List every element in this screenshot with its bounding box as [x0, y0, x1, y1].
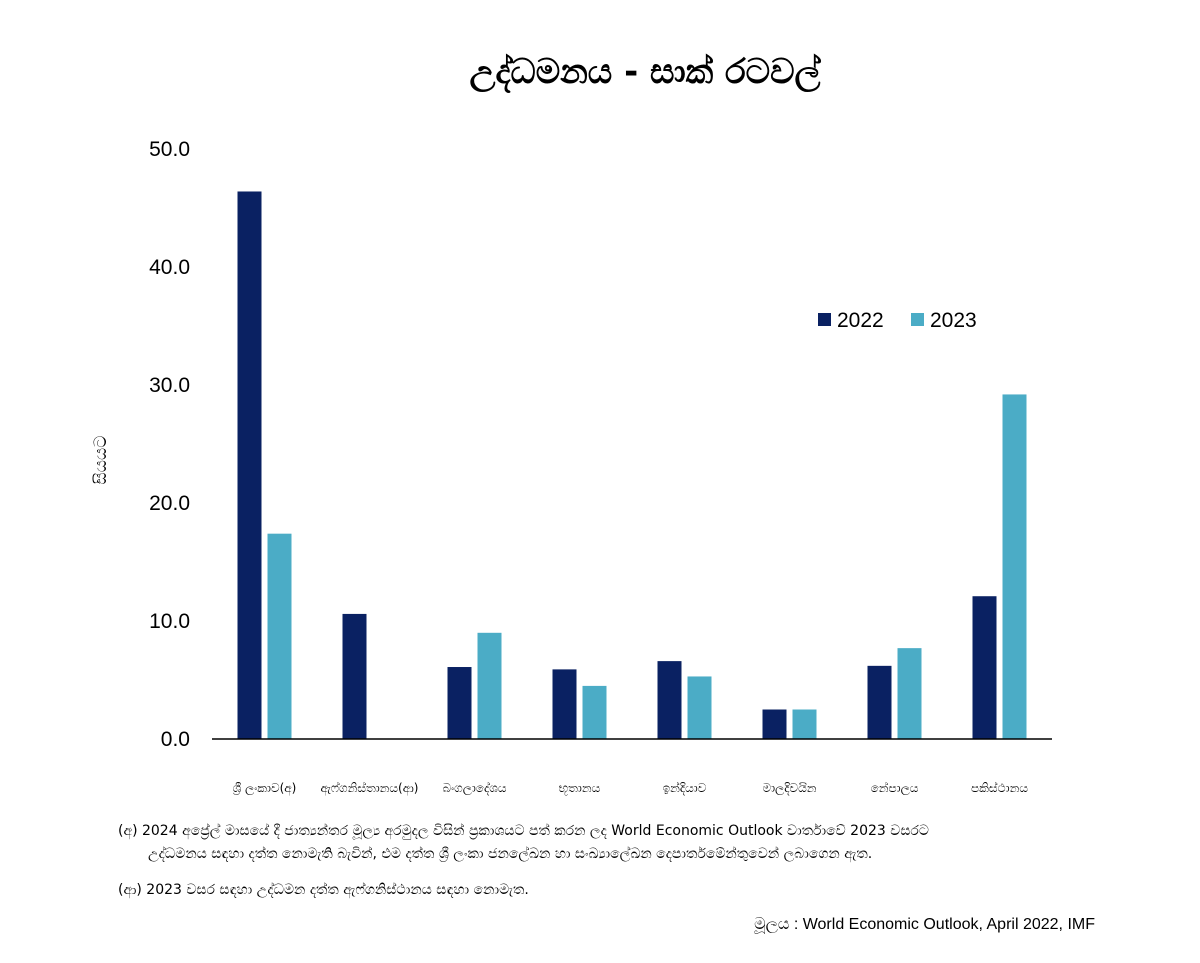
- y-tick-label: 40.0: [149, 256, 190, 279]
- legend-label-2023: 2023: [930, 309, 977, 332]
- y-tick-label: 30.0: [149, 374, 190, 397]
- bar-2023: [792, 709, 817, 739]
- chart-title: උද්ධමනය - සාක් රටවල්: [469, 52, 821, 92]
- y-tick-label: 50.0: [149, 138, 190, 161]
- x-category-label: ඉන්දියාව: [663, 781, 707, 795]
- inflation-bar-chart: 0.0 10.0 20.0 30.0 40.0 50.0 සියයට ශ්‍රී ලංකාව(…: [91, 138, 1052, 796]
- x-category-label: ශ්‍රී ලංකාව(අ): [232, 781, 296, 796]
- x-category-label: භූතානය: [559, 781, 601, 795]
- footnote-a-line2: උද්ධමනය සඳහා දත්ත නොමැති බැවින්, එම දත්ත…: [148, 846, 873, 862]
- bar-2022: [762, 709, 787, 739]
- x-category-label: මාලදිවයින: [762, 781, 816, 796]
- bar-2022: [237, 191, 262, 740]
- x-category-label: ඇෆ්ගනිස්තානය(ආ): [321, 781, 419, 796]
- bar-2022: [552, 669, 577, 739]
- y-tick-label: 20.0: [149, 492, 190, 515]
- y-axis-label: සියයට: [91, 436, 111, 485]
- y-tick-label: 10.0: [149, 610, 190, 633]
- y-tick-label: 0.0: [161, 728, 190, 751]
- bar-2022: [972, 596, 997, 739]
- bar-2022: [657, 661, 682, 739]
- x-category-label: බංගලාදේශය: [442, 781, 506, 796]
- bar-2023: [477, 632, 502, 739]
- legend-swatch-2022: [818, 313, 831, 326]
- legend-label-2022: 2022: [837, 309, 884, 332]
- bar-2023: [582, 685, 607, 739]
- x-category-label: පකිස්ථානය: [971, 781, 1028, 795]
- bar-2023: [687, 676, 712, 739]
- bar-2022: [867, 665, 892, 739]
- footnote-b: (ආ) 2023 වසර සඳහා උද්ධමන දත්ත ඇෆ්ගනිස්ථා…: [118, 882, 529, 898]
- legend-swatch-2023: [911, 313, 924, 326]
- bar-2022: [447, 667, 472, 739]
- footnote-a: (අ) 2024 අප්‍රේල් මාසයේ දී ජාත්‍යන්තර මූ…: [118, 820, 1118, 866]
- footnote-a-line1: (අ) 2024 අප්‍රේල් මාසයේ දී ජාත්‍යන්තර මූ…: [118, 823, 929, 839]
- bar-2023: [1002, 394, 1027, 739]
- bar-2022: [342, 613, 367, 739]
- source-note: මූලය : World Economic Outlook, April 202…: [754, 916, 1095, 933]
- x-category-label: නේපාලය: [871, 781, 919, 796]
- bar-2023: [897, 648, 922, 739]
- bar-2023: [267, 533, 292, 739]
